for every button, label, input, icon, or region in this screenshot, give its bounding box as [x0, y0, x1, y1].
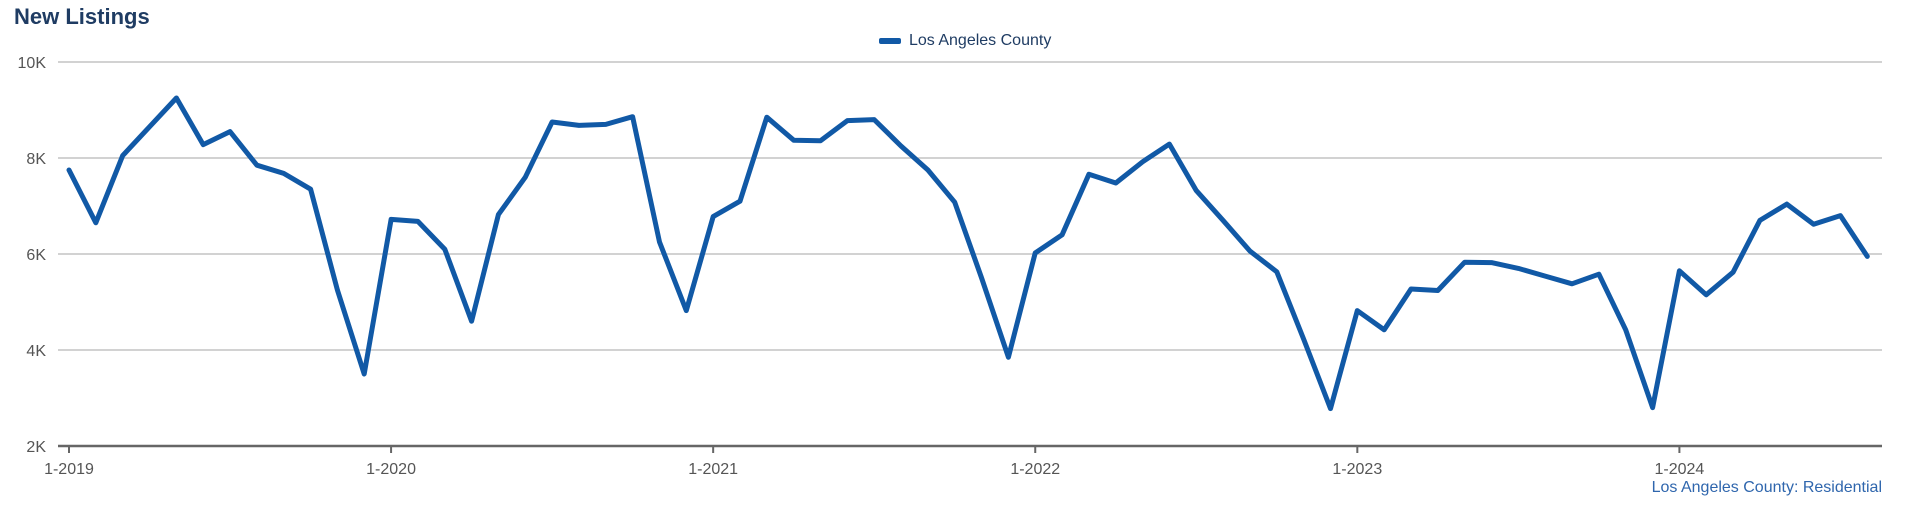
axes — [58, 444, 1882, 453]
x-tick-label: 1-2021 — [688, 461, 738, 478]
y-tick-label: 6K — [26, 247, 46, 264]
legend[interactable]: Los Angeles County — [879, 32, 1051, 50]
gridlines — [58, 61, 1882, 351]
x-tick-label: 1-2024 — [1654, 461, 1704, 478]
chart-title: New Listings — [14, 4, 150, 29]
x-tick-label: 1-2022 — [1010, 461, 1060, 478]
legend-label: Los Angeles County — [909, 32, 1052, 49]
x-tick-label: 1-2023 — [1332, 461, 1382, 478]
legend-swatch — [879, 38, 901, 44]
y-tick-label: 8K — [26, 151, 46, 168]
x-tick-label: 1-2019 — [44, 461, 94, 478]
y-tick-label: 10K — [18, 55, 47, 72]
series-line[interactable] — [66, 95, 1870, 412]
y-tick-label: 2K — [26, 439, 46, 456]
x-axis-tick-labels: 1-2019 1-2020 1-2021 1-2022 1-2023 1-2024 — [44, 461, 1704, 478]
y-axis-tick-labels: 2K 4K 6K 8K 10K — [18, 55, 47, 456]
series-layer — [66, 95, 1870, 412]
source-footnote: Los Angeles County: Residential — [1651, 479, 1882, 496]
x-tick-label: 1-2020 — [366, 461, 416, 478]
y-tick-label: 4K — [26, 343, 46, 360]
